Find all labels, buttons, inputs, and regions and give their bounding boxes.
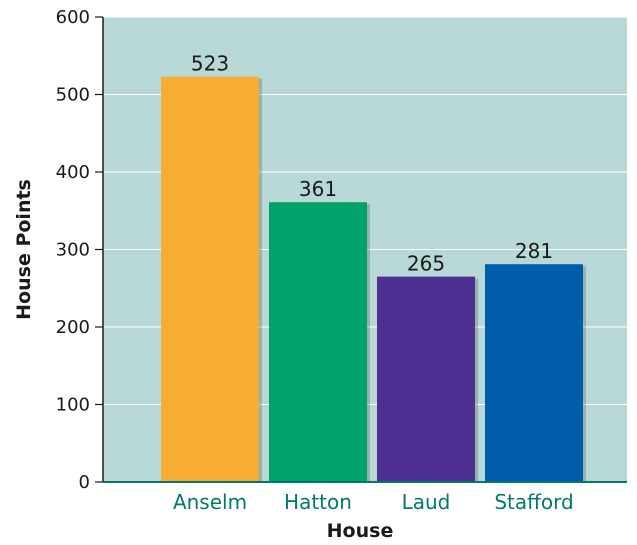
- bar-laud: [377, 276, 475, 482]
- data-label: 265: [407, 252, 445, 276]
- y-tick-label: 400: [56, 162, 90, 183]
- data-label: 523: [191, 52, 229, 76]
- bar-stafford: [485, 264, 583, 482]
- y-tick-label: 300: [56, 240, 90, 261]
- y-tick-label: 0: [79, 472, 90, 493]
- x-tick-label: Stafford: [494, 490, 573, 514]
- y-axis-ticks: 0 100 200 300 400 500 600: [56, 7, 103, 493]
- x-tick-label: Laud: [402, 490, 451, 514]
- x-tick-label: Anselm: [173, 490, 247, 514]
- x-tick-label: Hatton: [284, 490, 352, 514]
- x-axis-title: House: [327, 520, 394, 542]
- data-labels: 523 361 265 281: [191, 52, 553, 276]
- bar-hatton: [269, 202, 367, 482]
- x-axis-ticks: Anselm Hatton Laud Stafford: [173, 490, 574, 514]
- data-label: 361: [299, 177, 337, 201]
- bars: [161, 76, 586, 483]
- y-tick-label: 200: [56, 317, 90, 338]
- bar-anselm: [161, 76, 259, 483]
- y-axis-title: House Points: [13, 179, 35, 320]
- y-tick-label: 600: [56, 7, 90, 28]
- data-label: 281: [515, 239, 553, 263]
- y-tick-label: 500: [56, 85, 90, 106]
- y-tick-label: 100: [56, 395, 90, 416]
